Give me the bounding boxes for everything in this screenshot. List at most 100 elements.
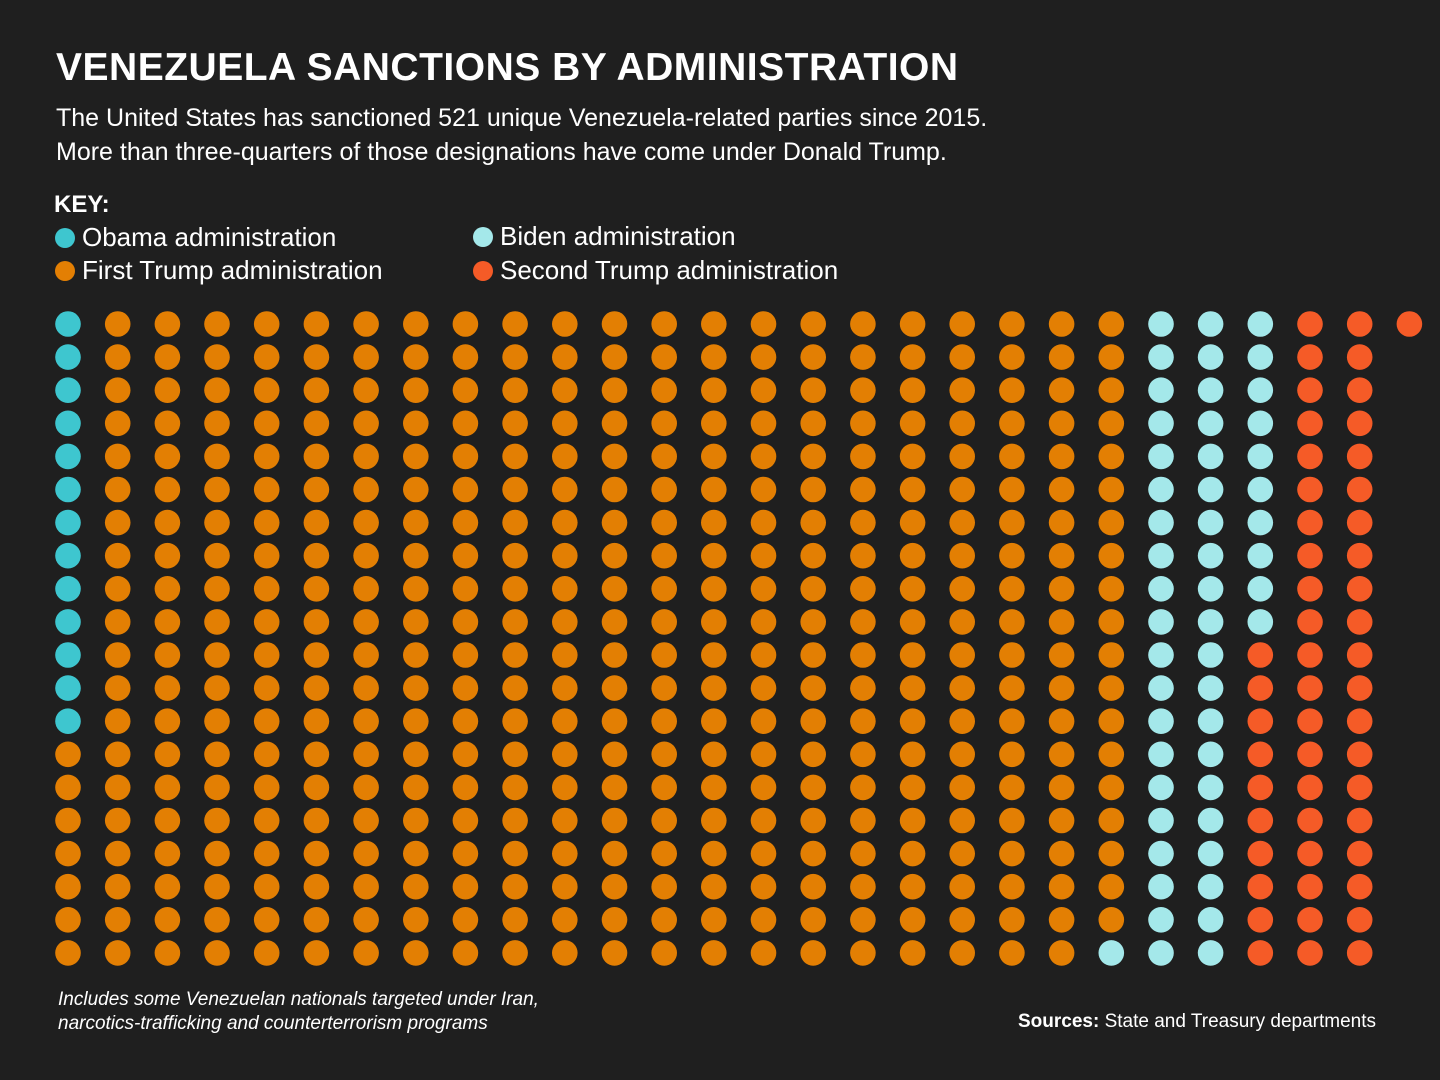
dot-first-trump-administration [104, 642, 131, 668]
dot-first-trump-administration [850, 840, 876, 867]
dot-second-trump-administration [1297, 410, 1323, 437]
dot-first-trump-administration [452, 344, 479, 370]
dot-first-trump-administration [750, 675, 777, 701]
dot-first-trump-administration [154, 542, 181, 569]
dot-first-trump-administration [850, 576, 876, 602]
dot-first-trump-administration [1098, 741, 1125, 768]
dot-first-trump-administration [154, 675, 181, 701]
dot-first-trump-administration [452, 576, 479, 602]
dot-first-trump-administration [55, 873, 81, 900]
dot-first-trump-administration [452, 907, 479, 933]
dot-first-trump-administration [750, 907, 777, 933]
dot-biden-administration [1197, 840, 1224, 867]
dot-first-trump-administration [502, 311, 528, 337]
dot-first-trump-administration [253, 774, 280, 801]
dot-first-trump-administration [601, 741, 628, 768]
dot-first-trump-administration [452, 675, 479, 701]
dot-first-trump-administration [253, 940, 280, 966]
dot-first-trump-administration [154, 741, 181, 768]
dot-first-trump-administration [850, 741, 876, 768]
dot-first-trump-administration [899, 741, 926, 768]
dot-second-trump-administration [1346, 940, 1373, 966]
dot-first-trump-administration [999, 708, 1025, 734]
dot-second-trump-administration [1297, 840, 1323, 867]
dot-first-trump-administration [403, 642, 429, 668]
dot-first-trump-administration [55, 774, 81, 801]
dot-first-trump-administration [949, 609, 975, 635]
dot-first-trump-administration [601, 840, 628, 867]
dot-first-trump-administration [750, 509, 777, 536]
dot-second-trump-administration [1297, 377, 1323, 404]
dot-first-trump-administration [502, 443, 528, 470]
dot-first-trump-administration [353, 476, 379, 503]
dot-first-trump-administration [701, 840, 727, 867]
legend-title: KEY: [54, 191, 110, 218]
subtitle-line-1: The United States has sanctioned 521 uni… [56, 104, 988, 132]
dot-first-trump-administration [651, 807, 677, 834]
dot-first-trump-administration [999, 907, 1025, 933]
dot-first-trump-administration [502, 940, 528, 966]
dot-first-trump-administration [303, 873, 330, 900]
legend-swatch-first-trump [55, 260, 75, 281]
dot-biden-administration [1098, 940, 1125, 966]
dot-first-trump-administration [452, 807, 479, 834]
dot-second-trump-administration [1346, 741, 1373, 768]
dot-obama-administration [55, 542, 81, 569]
dot-first-trump-administration [1098, 675, 1125, 701]
dot-first-trump-administration [154, 873, 181, 900]
dot-first-trump-administration [701, 443, 727, 470]
dot-first-trump-administration [1098, 840, 1125, 867]
dot-first-trump-administration [403, 675, 429, 701]
dot-first-trump-administration [601, 675, 628, 701]
dot-first-trump-administration [949, 940, 975, 966]
dot-biden-administration [1197, 940, 1224, 966]
dot-first-trump-administration [552, 344, 578, 370]
dot-obama-administration [55, 708, 81, 734]
dot-second-trump-administration [1297, 509, 1323, 536]
dot-first-trump-administration [701, 609, 727, 635]
dot-first-trump-administration [750, 840, 777, 867]
dot-second-trump-administration [1346, 907, 1373, 933]
dot-first-trump-administration [552, 907, 578, 933]
dot-first-trump-administration [899, 708, 926, 734]
dot-first-trump-administration [204, 509, 230, 536]
dot-first-trump-administration [850, 542, 876, 569]
dot-first-trump-administration [1048, 377, 1075, 404]
dot-first-trump-administration [949, 774, 975, 801]
dot-first-trump-administration [403, 344, 429, 370]
dot-first-trump-administration [502, 410, 528, 437]
dot-first-trump-administration [204, 377, 230, 404]
dot-second-trump-administration [1346, 476, 1373, 503]
dot-second-trump-administration [1297, 443, 1323, 470]
dot-first-trump-administration [154, 807, 181, 834]
dot-biden-administration [1197, 476, 1224, 503]
dot-first-trump-administration [154, 311, 181, 337]
dot-first-trump-administration [303, 609, 330, 635]
dot-second-trump-administration [1297, 708, 1323, 734]
dot-first-trump-administration [651, 741, 677, 768]
dot-first-trump-administration [850, 410, 876, 437]
dot-first-trump-administration [1048, 476, 1075, 503]
dot-first-trump-administration [1098, 576, 1125, 602]
legend-swatch-obama [55, 227, 75, 248]
dot-first-trump-administration [452, 873, 479, 900]
dot-biden-administration [1197, 542, 1224, 569]
dot-first-trump-administration [999, 410, 1025, 437]
dot-first-trump-administration [552, 542, 578, 569]
dot-first-trump-administration [999, 940, 1025, 966]
dot-first-trump-administration [750, 807, 777, 834]
dot-first-trump-administration [601, 642, 628, 668]
dot-first-trump-administration [701, 476, 727, 503]
dot-second-trump-administration [1346, 675, 1373, 701]
dot-second-trump-administration [1247, 642, 1274, 668]
dot-first-trump-administration [1048, 741, 1075, 768]
dot-first-trump-administration [104, 476, 131, 503]
dot-first-trump-administration [1098, 410, 1125, 437]
dot-first-trump-administration [899, 873, 926, 900]
dot-second-trump-administration [1346, 377, 1373, 404]
dot-first-trump-administration [502, 642, 528, 668]
dot-first-trump-administration [850, 940, 876, 966]
dot-first-trump-administration [651, 344, 677, 370]
dot-biden-administration [1148, 940, 1174, 966]
